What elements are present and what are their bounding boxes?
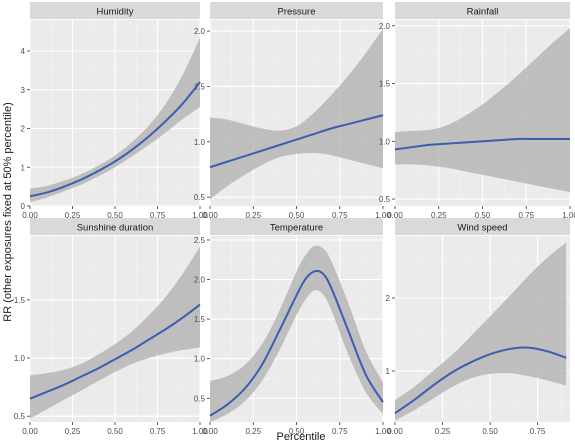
y-tick-label: 2 — [21, 125, 26, 134]
x-tick-label: 0.50 — [107, 427, 123, 436]
x-axis-label: Percentile — [277, 431, 326, 443]
facet-title: Temperature — [270, 223, 323, 234]
panels: Humidity 0.00 0.25 0.50 0.75 1.00 0 1 2 3 4 Pressur… — [14, 2, 575, 436]
y-tick-label: 1.5 — [194, 315, 206, 324]
panel-humidity: Humidity 0.00 0.25 0.50 0.75 1.00 0 1 2 3 4 — [21, 2, 208, 220]
y-tick-label: 1.5 — [379, 80, 391, 89]
x-tick-label: 0.50 — [475, 211, 491, 220]
y-tick-label: 0.5 — [379, 195, 391, 204]
facet-strip — [210, 2, 383, 19]
y-tick-label: 2.5 — [194, 236, 206, 245]
x-tick-label: 1.00 — [375, 211, 391, 220]
facet-title: Sunshine duration — [77, 223, 154, 234]
x-tick-label: 0.50 — [289, 211, 305, 220]
y-tick-label: 0.5 — [194, 394, 206, 403]
facet-strip — [210, 218, 383, 235]
x-tick-label: 0.00 — [202, 211, 218, 220]
y-tick-label: 1 — [21, 163, 26, 172]
x-tick-label: 0.25 — [431, 211, 447, 220]
facet-title: Humidity — [97, 7, 134, 18]
y-tick-label: 3 — [21, 86, 26, 95]
y-tick-label: 0.5 — [14, 412, 26, 421]
x-tick-label: 1.00 — [192, 211, 208, 220]
facet-strip — [395, 218, 570, 235]
x-tick-label: 0.25 — [245, 427, 261, 436]
y-tick-label: 1.5 — [14, 296, 26, 305]
panel-temperature: Temperature 0.00 0.25 0.50 0.75 1.00 0.5 1.0 1.5… — [194, 218, 391, 436]
x-tick-label: 0.25 — [245, 211, 261, 220]
x-tick-label: 0.25 — [435, 427, 451, 436]
y-tick-label: 0.5 — [194, 193, 206, 202]
x-tick-label: 0.75 — [518, 211, 534, 220]
y-tick-label: 1.0 — [194, 355, 206, 364]
y-tick-label: 4 — [21, 47, 26, 56]
x-tick-label: 0.50 — [482, 427, 498, 436]
panel-pressure: Pressure 0.00 0.25 0.50 0.75 1.00 0.5 1.0 1.5 2.0 — [194, 2, 391, 220]
confidence-band — [210, 28, 383, 200]
x-tick-label: 0.00 — [22, 427, 38, 436]
facet-strip — [30, 218, 200, 235]
x-tick-label: 0.00 — [387, 427, 403, 436]
y-tick-label: 2.0 — [379, 22, 391, 31]
y-tick-label: 1.0 — [194, 138, 206, 147]
facet-strip — [395, 2, 570, 19]
facet-title: Wind speed — [457, 223, 507, 234]
fitted-line — [209, 269, 384, 417]
fitted-line — [29, 81, 201, 198]
facet-title: Rainfall — [467, 7, 499, 18]
x-tick-label: 0.00 — [387, 211, 403, 220]
fitted-line — [29, 303, 201, 400]
facet-strip — [30, 2, 200, 19]
panel-wind-speed: Wind speed 0.00 0.25 0.50 0.75 1 2 — [386, 218, 570, 436]
x-tick-label: 0.50 — [289, 427, 305, 436]
x-tick-label: 0.75 — [530, 427, 546, 436]
fitted-line — [394, 137, 570, 151]
panel-rainfall: Rainfall 0.00 0.25 0.50 0.75 1.00 0.5 1.0 1.5 2.0 — [379, 2, 575, 220]
x-tick-label: 0.75 — [150, 211, 166, 220]
x-tick-label: 0.00 — [202, 427, 218, 436]
x-tick-label: 0.75 — [332, 211, 348, 220]
confidence-band — [395, 242, 567, 421]
y-tick-label: 1.0 — [379, 137, 391, 146]
y-tick-label: 1 — [386, 367, 391, 376]
confidence-band — [30, 246, 200, 419]
x-tick-label: 1.00 — [562, 211, 575, 220]
y-tick-label: 0 — [21, 202, 26, 211]
x-tick-label: 0.25 — [65, 211, 81, 220]
facet-title: Pressure — [277, 7, 315, 18]
y-tick-label: 1.0 — [14, 354, 26, 363]
x-tick-label: 0.50 — [107, 211, 123, 220]
x-tick-label: 0.25 — [65, 427, 81, 436]
fitted-line — [394, 346, 567, 415]
panel-sunshine-duration: Sunshine duration 0.00 0.25 0.50 0.75 1.00 0.5… — [14, 218, 208, 436]
y-tick-label: 2.0 — [194, 27, 206, 36]
y-tick-label: 1.5 — [194, 82, 206, 91]
y-axis-label: RR (other exposures fixed at 50% percent… — [2, 102, 14, 322]
confidence-band — [395, 28, 570, 193]
fitted-line — [209, 114, 384, 169]
x-tick-label: 1.00 — [375, 427, 391, 436]
y-tick-label: 2.0 — [194, 276, 206, 285]
x-tick-label: 0.75 — [332, 427, 348, 436]
x-tick-label: 0.00 — [22, 211, 38, 220]
y-tick-label: 2 — [386, 294, 391, 303]
x-tick-label: 0.75 — [150, 427, 166, 436]
x-tick-label: 1.00 — [192, 427, 208, 436]
